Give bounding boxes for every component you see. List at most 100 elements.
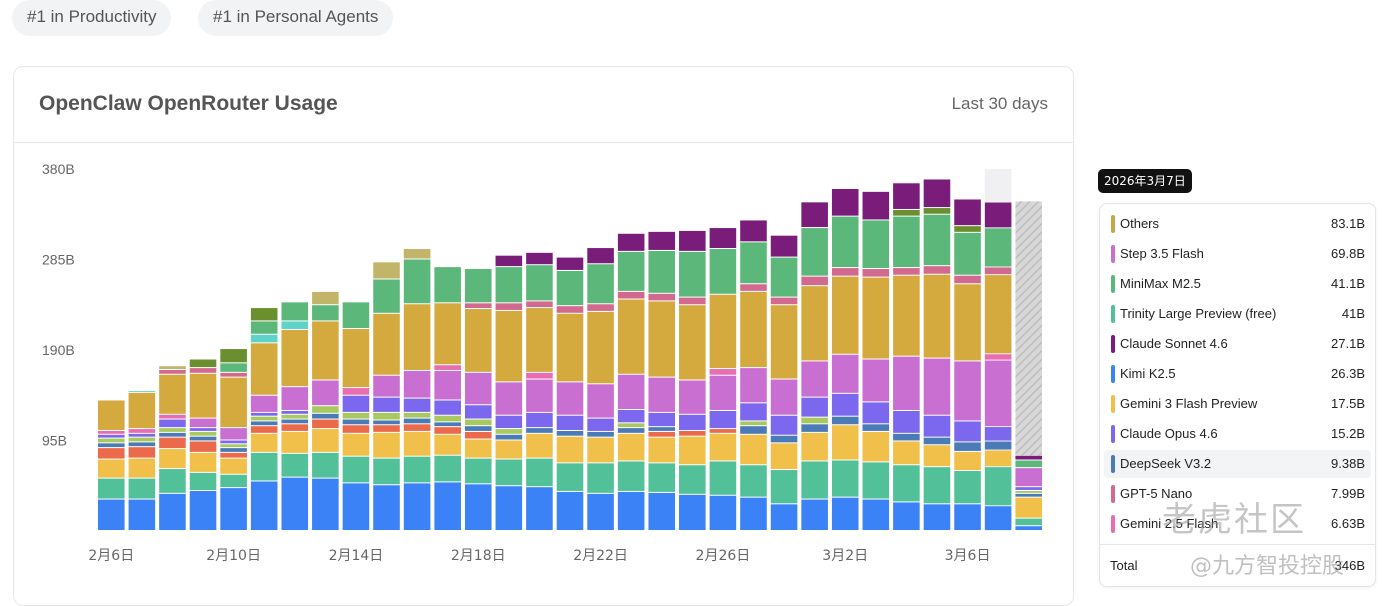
bar-segment [373, 432, 400, 458]
series-color-swatch [1111, 245, 1115, 263]
bar-segment [98, 400, 125, 430]
bar-segment [954, 284, 981, 361]
bar-segment [250, 412, 278, 416]
bar-segment [220, 488, 247, 530]
series-color-swatch [1111, 215, 1115, 233]
bar-segment [893, 433, 920, 441]
bar-segment [801, 361, 828, 397]
bar-segment [556, 382, 584, 415]
bar-segment [984, 267, 1012, 275]
bar-segment [1015, 497, 1042, 518]
y-tick-label: 190B [42, 342, 75, 358]
bar-segment [281, 302, 309, 321]
bar-segment [587, 311, 614, 384]
bar-segment [159, 366, 186, 370]
tooltip-total-value: 346B [1334, 558, 1365, 573]
series-color-swatch [1111, 485, 1115, 503]
bar-segment [862, 462, 890, 499]
bar-segment [984, 275, 1012, 354]
stacked-bar-chart[interactable]: 95B 190B 285B 380B 2月6日 2月10日 2月14日 2月18日 2月22日 2… [0, 0, 1080, 592]
bar-segment [342, 302, 370, 329]
bar-segment [250, 426, 278, 433]
bar-segment [1015, 526, 1042, 530]
bar-segment [98, 448, 125, 459]
bar-segment [281, 410, 309, 414]
bar-segment [801, 424, 828, 432]
bar-segment [770, 297, 798, 305]
bar-segment [862, 269, 890, 277]
bar-segment [250, 395, 278, 412]
bar-segment [862, 220, 890, 269]
bar-segment [373, 313, 400, 375]
bar-segment [250, 433, 278, 452]
bar-segment [159, 469, 186, 493]
bar-segment [495, 267, 523, 303]
tooltip-row: Step 3.5 Flash 69.8B [1104, 240, 1371, 268]
tooltip-divider [1100, 544, 1375, 545]
bar-segment [587, 304, 614, 311]
bar-segment [862, 424, 890, 431]
tooltip-row: Trinity Large Preview (free) 41B [1104, 300, 1371, 328]
bar-segment [312, 406, 339, 413]
bar-segment [220, 452, 247, 458]
bar-segment [220, 349, 247, 363]
bar-segment [342, 412, 370, 419]
bar-segment [709, 249, 737, 294]
tag-productivity[interactable]: #1 in Productivity [12, 0, 172, 36]
series-color-swatch [1111, 455, 1115, 473]
bar-segment [893, 465, 920, 502]
bar-segment [617, 428, 645, 433]
bar-segment [831, 354, 859, 393]
bar-segment [526, 301, 553, 308]
bar-segment [617, 374, 645, 410]
bar-segment [403, 304, 431, 370]
bar-segment [831, 393, 859, 416]
time-range-label[interactable]: Last 30 days [951, 94, 1048, 113]
bar-segment [984, 506, 1012, 530]
bar-segment [801, 417, 828, 424]
bar-segment [893, 183, 920, 209]
bar-segment [220, 377, 247, 428]
tooltip-row: Kimi K2.5 26.3B [1104, 360, 1371, 388]
bar-segment [587, 431, 614, 437]
bar-segment [984, 467, 1012, 506]
watermark-handle: @九方智投控股 [1190, 554, 1345, 579]
tooltip-row: Claude Sonnet 4.6 27.1B [1104, 330, 1371, 358]
series-name: DeepSeek V3.2 [1120, 456, 1212, 471]
series-value: 41.1B [1331, 276, 1365, 291]
x-tick-label: 3月2日 [822, 548, 868, 564]
bar-segment [923, 266, 951, 274]
bar-segment [648, 377, 676, 412]
bar-segment [679, 494, 706, 530]
bar-segment [159, 437, 186, 449]
bar-segment [312, 291, 339, 305]
bar-segment [373, 425, 400, 432]
bar-segment [342, 395, 370, 412]
bar-segment [954, 442, 981, 451]
series-name: MiniMax M2.5 [1120, 276, 1201, 291]
bar-segment [98, 434, 125, 438]
tooltip-row: GPT-5 Nano 7.99B [1104, 480, 1371, 508]
bar-segment [434, 303, 461, 365]
bar-segment [312, 478, 339, 530]
bar-segment [617, 410, 645, 423]
bar-segment [617, 423, 645, 428]
bar-segment [770, 443, 798, 470]
bar-segment [312, 429, 339, 452]
bar-segment [250, 334, 278, 343]
bar-segment [434, 422, 461, 427]
bar-segment [250, 481, 278, 530]
tag-personal-agents[interactable]: #1 in Personal Agents [198, 0, 394, 36]
bar-segment [250, 308, 278, 321]
bar-segment [1015, 493, 1042, 497]
bar-segment [679, 430, 706, 436]
bar-segment [128, 392, 156, 429]
bar-segment [189, 431, 217, 436]
bar-segment [801, 228, 828, 276]
bar-segment [159, 374, 186, 414]
bar-segment [556, 491, 584, 530]
bar-segment [556, 306, 584, 313]
bar-segment [617, 291, 645, 299]
bar-segment [373, 262, 400, 279]
bar-segment [403, 424, 431, 431]
